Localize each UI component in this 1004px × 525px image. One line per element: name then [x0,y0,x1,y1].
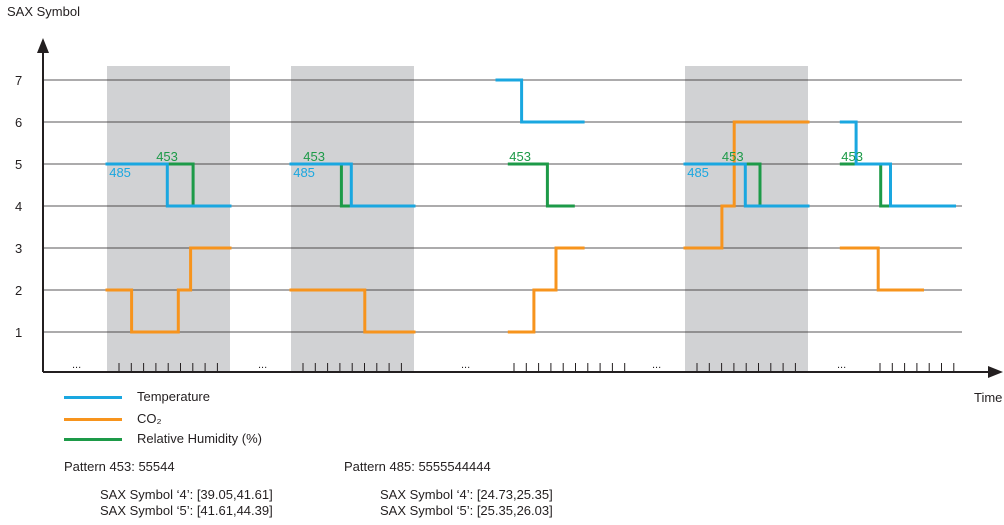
y-tick-label: 2 [15,283,22,298]
x-ellipsis: ... [652,359,661,371]
highlight-band [291,66,414,372]
temperature-line [289,162,416,208]
temperature-line [839,120,956,208]
x-axis-arrow [988,366,1003,378]
pattern-label: 453 [303,149,325,164]
pattern-453-title: Pattern 453: 55544 [64,459,175,474]
co2-line [683,120,810,250]
legend-label-co2: CO₂ [137,411,162,426]
x-ticks [118,363,955,372]
y-tick-label: 6 [15,115,22,130]
temperature-line [495,78,585,124]
pattern-label: 485 [293,165,315,180]
co2-line [839,246,924,292]
y-tick-label: 7 [15,73,22,88]
legend-swatch-co2 [64,418,122,421]
y-axis-title: SAX Symbol [7,4,80,19]
y-tick-label: 5 [15,157,22,172]
y-tick-label: 4 [15,199,22,214]
pattern-485-range-4: SAX Symbol ‘4’: [24.73,25.35] [380,487,553,502]
pattern-label: 453 [156,149,178,164]
pattern-453-range-5: SAX Symbol ‘5’: [41.61,44.39] [100,503,273,518]
x-ellipsis: ... [837,359,846,371]
x-axis-title: Time [974,390,1003,405]
x-ellipsis: ... [72,359,81,371]
pattern-485-range-5: SAX Symbol ‘5’: [25.35,26.03] [380,503,553,518]
temperature-line [683,162,810,208]
pattern-label: 453 [509,149,531,164]
x-ellipsis: ... [258,359,267,371]
humidity-line [507,162,575,208]
y-tick-labels: 1 2 3 4 5 6 7 [15,73,22,340]
pattern-label: 453 [722,149,744,164]
co2-line [289,288,416,334]
axes [37,38,1003,378]
humidity-line [839,162,908,208]
x-ellipsis: ... [461,359,470,371]
legend-swatch-temperature [64,396,122,399]
legend-label-humidity: Relative Humidity (%) [137,431,262,446]
pattern-label: 453 [841,149,863,164]
pattern-453-range-4: SAX Symbol ‘4’: [39.05,41.61] [100,487,273,502]
legend-label-temperature: Temperature [137,389,210,404]
highlight-bands [107,66,808,372]
y-tick-label: 3 [15,241,22,256]
pattern-485-title: Pattern 485: 5555544444 [344,459,491,474]
pattern-label: 485 [687,165,709,180]
legend-swatch-humidity [64,438,122,441]
pattern-label: 485 [109,165,131,180]
y-axis-arrow [37,38,49,53]
y-tick-label: 1 [15,325,22,340]
temperature-line [105,162,232,208]
series-lines [105,78,956,334]
highlight-band [685,66,808,372]
x-ellipses: ............... [72,359,846,371]
co2-line [105,246,232,334]
co2-line [507,246,585,334]
highlight-band [107,66,230,372]
